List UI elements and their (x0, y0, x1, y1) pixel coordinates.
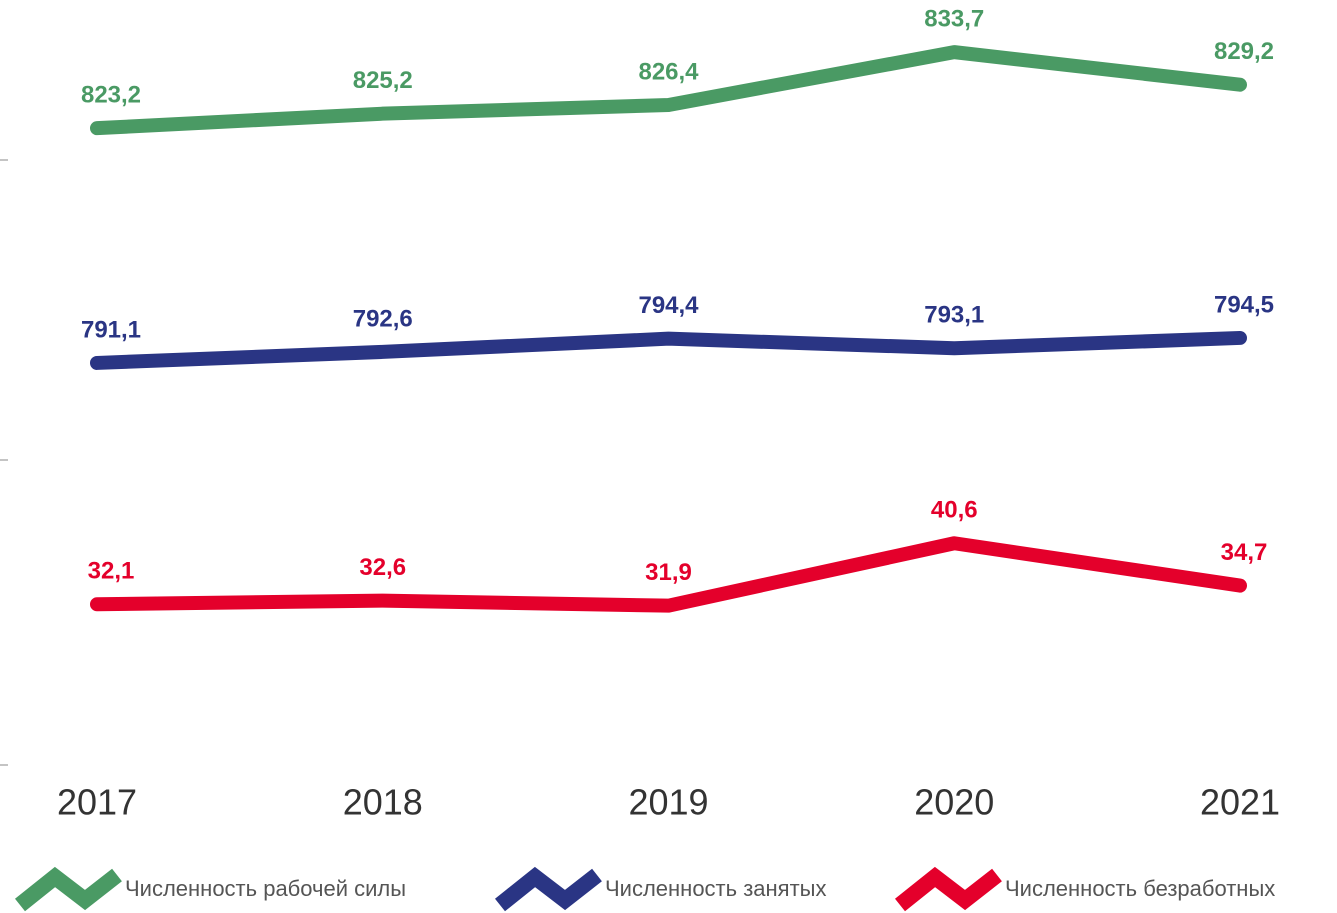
legend-icon (495, 866, 602, 912)
data-label: 794,4 (638, 292, 699, 319)
data-label: 823,2 (81, 81, 141, 108)
data-label: 833,7 (924, 5, 984, 32)
data-label: 793,1 (924, 302, 984, 329)
legend-icon (895, 866, 1002, 912)
data-label: 825,2 (353, 67, 413, 94)
x-tick-label: 2021 (1200, 782, 1280, 823)
legend-label: Численность безработных (1005, 876, 1275, 901)
data-label: 32,1 (88, 558, 135, 585)
data-label: 32,6 (359, 554, 406, 581)
x-tick-label: 2017 (57, 782, 137, 823)
data-label: 794,5 (1214, 291, 1274, 318)
data-label: 792,6 (353, 305, 413, 332)
x-tick-label: 2020 (914, 782, 994, 823)
legend-label: Численность занятых (605, 876, 826, 901)
line (90, 536, 1247, 613)
x-tick-label: 2018 (343, 782, 423, 823)
data-label: 40,6 (931, 497, 978, 524)
data-label: 31,9 (645, 559, 692, 586)
data-label: 829,2 (1214, 38, 1274, 65)
data-label: 826,4 (638, 58, 699, 85)
legend-icon (15, 866, 122, 912)
data-label: 34,7 (1221, 539, 1268, 566)
x-tick-label: 2019 (628, 782, 708, 823)
legend-label: Численность рабочей силы (125, 876, 406, 901)
line (90, 45, 1247, 136)
data-label: 791,1 (81, 316, 141, 343)
line (90, 330, 1247, 370)
